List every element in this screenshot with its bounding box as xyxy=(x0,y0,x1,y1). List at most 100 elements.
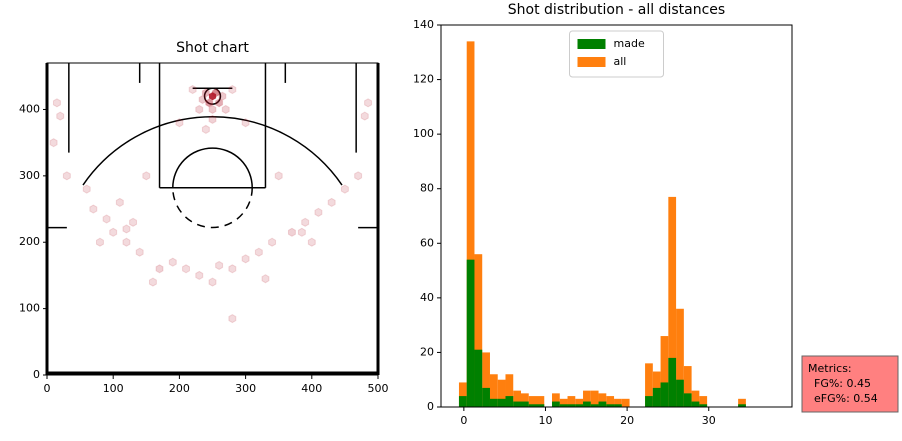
hexbin xyxy=(228,264,237,274)
y-tick-label: 60 xyxy=(420,236,434,249)
hexbin xyxy=(297,227,306,237)
legend-label: all xyxy=(614,55,627,68)
bar xyxy=(699,404,708,407)
hexbin xyxy=(274,171,283,181)
hexbin xyxy=(364,98,373,108)
bar xyxy=(606,404,615,407)
bar xyxy=(738,404,746,407)
court-arc xyxy=(172,147,253,188)
bar xyxy=(590,390,599,407)
metrics-line: FG%: 0.45 xyxy=(814,377,871,390)
hexbin xyxy=(195,104,204,115)
bar xyxy=(474,254,483,407)
bar xyxy=(668,357,677,407)
x-tick-label: 100 xyxy=(103,382,124,395)
bar xyxy=(660,336,669,407)
chart-title: Shot distribution - all distances xyxy=(508,2,725,18)
axes-frame xyxy=(440,24,793,408)
bar xyxy=(536,404,545,407)
hexbin xyxy=(218,91,227,101)
x-tick-label: 300 xyxy=(235,382,256,395)
hexbin xyxy=(56,111,65,121)
bar xyxy=(528,404,537,407)
legend-label: made xyxy=(614,37,645,50)
hexbin xyxy=(82,184,91,194)
y-tick-label: 120 xyxy=(413,73,434,86)
bar xyxy=(505,374,514,407)
bar xyxy=(466,41,475,407)
hexbin xyxy=(109,227,118,237)
bar xyxy=(552,401,560,407)
bar xyxy=(458,382,467,407)
hexbin xyxy=(208,114,217,125)
bar xyxy=(583,401,591,407)
bar xyxy=(691,401,700,407)
x-tick-label: 0 xyxy=(460,414,467,427)
hexbin xyxy=(115,197,124,207)
hexbin xyxy=(142,171,151,181)
bar xyxy=(497,379,506,407)
bar xyxy=(513,401,521,407)
bar xyxy=(652,387,661,407)
bar xyxy=(614,398,622,407)
hexbin xyxy=(49,138,58,148)
hexbin xyxy=(301,217,310,227)
court-arc xyxy=(172,187,253,229)
metrics-line: eFG%: 0.54 xyxy=(814,392,878,405)
bar xyxy=(583,390,591,407)
hexbin xyxy=(241,254,250,264)
hexbin xyxy=(122,224,131,234)
bar xyxy=(528,396,537,407)
x-tick-label: 0 xyxy=(44,382,51,395)
bar xyxy=(676,308,684,407)
bar xyxy=(575,404,584,407)
x-tick-label: 30 xyxy=(702,414,716,427)
bar xyxy=(683,393,692,407)
y-tick-label: 400 xyxy=(19,102,40,115)
bar xyxy=(520,393,529,407)
hexbin xyxy=(221,104,230,115)
y-tick-label: 140 xyxy=(413,18,434,31)
hexbin xyxy=(182,264,190,274)
hexbin xyxy=(175,118,184,128)
y-tick-label: 100 xyxy=(413,127,434,140)
bar xyxy=(513,390,521,407)
bar xyxy=(567,404,576,407)
hexbin xyxy=(89,204,98,214)
hexbin xyxy=(307,237,316,247)
hexbin xyxy=(254,247,263,257)
x-tick-label: 500 xyxy=(368,382,389,395)
hexbin xyxy=(201,124,210,134)
y-tick-label: 300 xyxy=(19,169,40,182)
hexbin xyxy=(211,88,220,98)
hexbin xyxy=(52,98,61,108)
bar xyxy=(598,401,607,407)
bar xyxy=(489,374,498,407)
court-circle xyxy=(203,87,222,105)
hexbin xyxy=(129,217,138,227)
y-tick-label: 20 xyxy=(420,345,434,358)
bar xyxy=(699,396,708,407)
bar xyxy=(482,387,490,407)
hexbin xyxy=(360,111,369,121)
legend-swatch xyxy=(577,57,606,67)
legend-swatch xyxy=(577,39,606,49)
bar xyxy=(590,404,599,407)
hexbin xyxy=(208,277,217,287)
hexbin xyxy=(155,264,164,274)
bar xyxy=(458,396,467,407)
hexbin xyxy=(195,270,204,281)
bar xyxy=(660,382,669,407)
bar xyxy=(691,390,700,407)
hexbin xyxy=(228,84,237,95)
x-tick-label: 20 xyxy=(620,414,634,427)
chart-title: Shot chart xyxy=(176,40,249,56)
hexbin xyxy=(188,84,197,95)
x-tick-label: 400 xyxy=(301,382,322,395)
axes-frame xyxy=(46,62,379,376)
bar xyxy=(606,396,615,407)
y-tick-label: 100 xyxy=(19,302,40,315)
hexbin xyxy=(135,247,144,257)
